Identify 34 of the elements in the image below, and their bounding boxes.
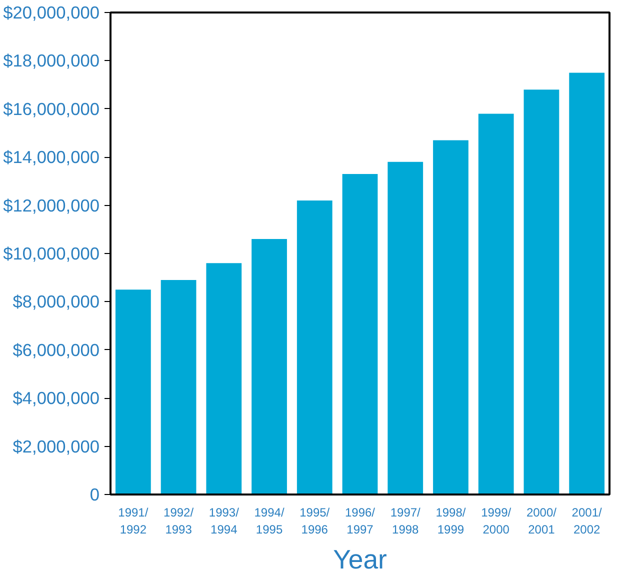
bar xyxy=(252,239,287,494)
y-tick-label: $18,000,000 xyxy=(3,50,100,71)
bar xyxy=(296,200,332,494)
y-tick-label: $4,000,000 xyxy=(12,388,100,408)
y-tick-label: $20,000,000 xyxy=(3,2,100,22)
bar xyxy=(388,162,424,494)
x-tick-label: 1994/ 1995 xyxy=(254,506,285,536)
bar xyxy=(115,290,151,494)
y-tick-label: 0 xyxy=(90,484,100,504)
y-tick-label: $10,000,000 xyxy=(3,244,100,264)
y-tick-label: $2,000,000 xyxy=(12,436,100,456)
x-tick-label: 1995/ 1996 xyxy=(300,506,330,536)
y-tick-label: $6,000,000 xyxy=(12,340,100,360)
x-axis-title: Year xyxy=(333,544,388,574)
bar xyxy=(160,280,196,494)
x-tick-label: 1999/ 2000 xyxy=(481,506,512,536)
y-tick-label: $16,000,000 xyxy=(3,98,100,119)
x-tick-label: 1996/ 1997 xyxy=(344,506,376,536)
y-tick-label: $12,000,000 xyxy=(3,195,100,216)
bar xyxy=(569,72,605,494)
bar xyxy=(524,90,560,494)
bar xyxy=(478,114,514,494)
x-tick-label: 1991/ 1992 xyxy=(118,506,149,536)
y-tick-label: $14,000,000 xyxy=(3,147,100,168)
bar xyxy=(342,174,378,494)
bar xyxy=(206,263,242,494)
x-tick-label: 2000/ 2001 xyxy=(526,506,558,536)
x-tick-label: 2001/ 2002 xyxy=(572,506,602,536)
x-tick-label: 1998/ 1999 xyxy=(436,506,466,536)
x-tick-label: 1993/ 1994 xyxy=(208,506,240,536)
x-tick-label: 1992/ 1993 xyxy=(164,506,194,536)
y-tick-label: $8,000,000 xyxy=(12,292,100,312)
bar xyxy=(433,140,468,494)
x-tick-label: 1997/ 1998 xyxy=(390,506,422,536)
